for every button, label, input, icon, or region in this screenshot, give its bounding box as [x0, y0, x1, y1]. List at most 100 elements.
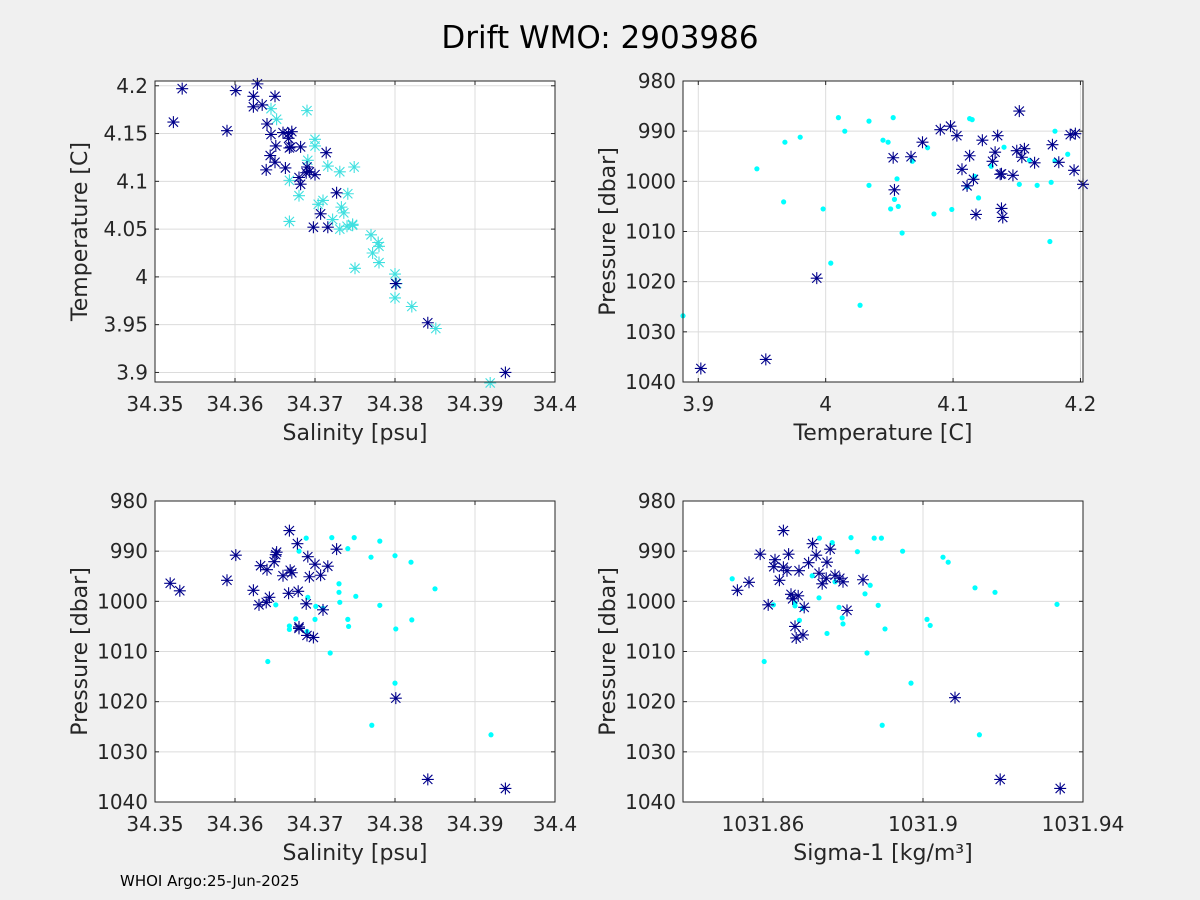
x-axis-label: Sigma-1 [kg/m³]	[793, 841, 972, 866]
data-point-dot	[836, 604, 842, 610]
data-point-dot	[945, 559, 951, 565]
data-point-star	[341, 220, 353, 233]
data-point-star	[314, 569, 327, 582]
markers	[680, 105, 1089, 375]
data-point-dot	[351, 535, 357, 541]
data-point-dot	[761, 658, 767, 665]
y-tick-label: 3.9	[116, 360, 148, 384]
data-point-star	[955, 163, 968, 176]
data-point-star	[346, 219, 359, 232]
data-point-star	[366, 247, 379, 259]
data-point-dot	[816, 535, 823, 541]
data-point-star	[270, 546, 283, 559]
y-tick-label: 990	[638, 119, 676, 143]
data-point-star	[264, 149, 277, 162]
data-point-dot	[293, 616, 299, 622]
data-point-star	[963, 149, 976, 162]
data-point-dot	[327, 650, 333, 656]
data-point-dot	[432, 586, 438, 592]
data-point-star	[1054, 782, 1067, 795]
data-point-dot	[296, 548, 302, 554]
data-point-dot	[409, 617, 415, 623]
x-tick-label: 34.35	[126, 392, 183, 416]
y-tick-label: 1000	[97, 589, 148, 613]
axes-box	[154, 80, 556, 383]
data-point-star	[1069, 127, 1082, 140]
data-point-dot	[824, 630, 830, 637]
x-tick-label: 4	[819, 392, 832, 416]
salinity-temperature-panel: 34.35 34.36 34.37 34.38 34.39 34.4 3.9 3.95 4 4.0…	[68, 74, 577, 446]
x-tick-label: 34.37	[286, 392, 343, 416]
y-tick-label: 1020	[625, 270, 676, 294]
data-point-dot	[1065, 151, 1071, 157]
x-tick-label: 1031.94	[1042, 812, 1125, 836]
data-point-star	[365, 228, 377, 241]
data-point-star	[303, 165, 316, 178]
data-point-star	[499, 366, 512, 379]
data-point-star	[813, 567, 825, 580]
data-point-dot	[797, 134, 803, 140]
data-point-dot	[880, 137, 886, 143]
data-point-star	[986, 155, 999, 168]
y-tick-label: 1000	[625, 169, 676, 193]
y-tick-label: 1030	[625, 740, 676, 764]
x-tick-label: 34.38	[366, 392, 423, 416]
data-point-star	[164, 577, 177, 590]
data-point-star	[330, 186, 343, 199]
data-point-dot	[346, 623, 352, 630]
markers	[167, 77, 512, 388]
x-tick-label: 34.39	[446, 812, 503, 836]
y-axis-label: Pressure [dbar]	[68, 567, 93, 736]
data-point-dot	[931, 211, 937, 217]
data-point-star	[260, 596, 273, 609]
data-point-dot	[891, 196, 898, 202]
data-point-dot	[895, 203, 901, 210]
data-point-star	[301, 629, 313, 642]
data-point-star	[349, 262, 361, 275]
data-point-star	[829, 569, 841, 582]
data-point-dot	[754, 166, 760, 172]
data-point-dot	[840, 621, 846, 627]
data-point-star	[857, 573, 869, 586]
data-point-star	[282, 587, 295, 600]
x-tick-label: 34.37	[286, 812, 343, 836]
x-tick-label: 34.38	[366, 812, 423, 836]
data-point-star	[806, 537, 819, 550]
data-point-dot	[329, 535, 335, 541]
y-axis-label: Pressure [dbar]	[596, 147, 621, 316]
data-point-dot	[976, 732, 983, 738]
data-point-star	[790, 631, 803, 644]
data-point-star	[292, 585, 305, 598]
data-point-star	[1015, 151, 1028, 164]
data-point-dot	[1047, 238, 1053, 245]
data-point-star	[293, 189, 305, 202]
data-point-star	[810, 272, 823, 285]
data-point-dot	[894, 176, 900, 182]
data-point-star	[300, 166, 313, 179]
data-point-dot	[969, 117, 975, 123]
data-point-star	[320, 146, 333, 159]
sigma-pressure-panel: 1031.86 1031.9 1031.94 980 990 1000 1010 1020 10…	[596, 489, 1124, 866]
data-point-star	[944, 120, 957, 133]
data-point-star	[256, 98, 269, 111]
data-point-star	[991, 129, 1004, 142]
data-point-dot	[286, 626, 292, 633]
data-point-dot	[908, 680, 914, 686]
data-point-dot	[924, 616, 930, 622]
x-tick-label: 34.39	[446, 392, 503, 416]
y-tick-label: 1010	[625, 220, 676, 244]
data-point-star	[333, 223, 346, 236]
data-point-star	[989, 146, 1002, 159]
data-point-dot	[488, 732, 494, 738]
data-point-star	[335, 201, 348, 214]
data-point-star	[221, 124, 233, 137]
x-tick-label: 4.1	[937, 392, 969, 416]
data-point-star	[341, 187, 354, 200]
data-point-star	[300, 597, 313, 610]
data-point-star	[265, 128, 277, 141]
data-point-star	[389, 692, 402, 705]
data-point-star	[326, 213, 339, 226]
data-point-star	[293, 171, 305, 184]
data-point-dot	[303, 535, 309, 541]
data-point-star	[782, 548, 795, 561]
